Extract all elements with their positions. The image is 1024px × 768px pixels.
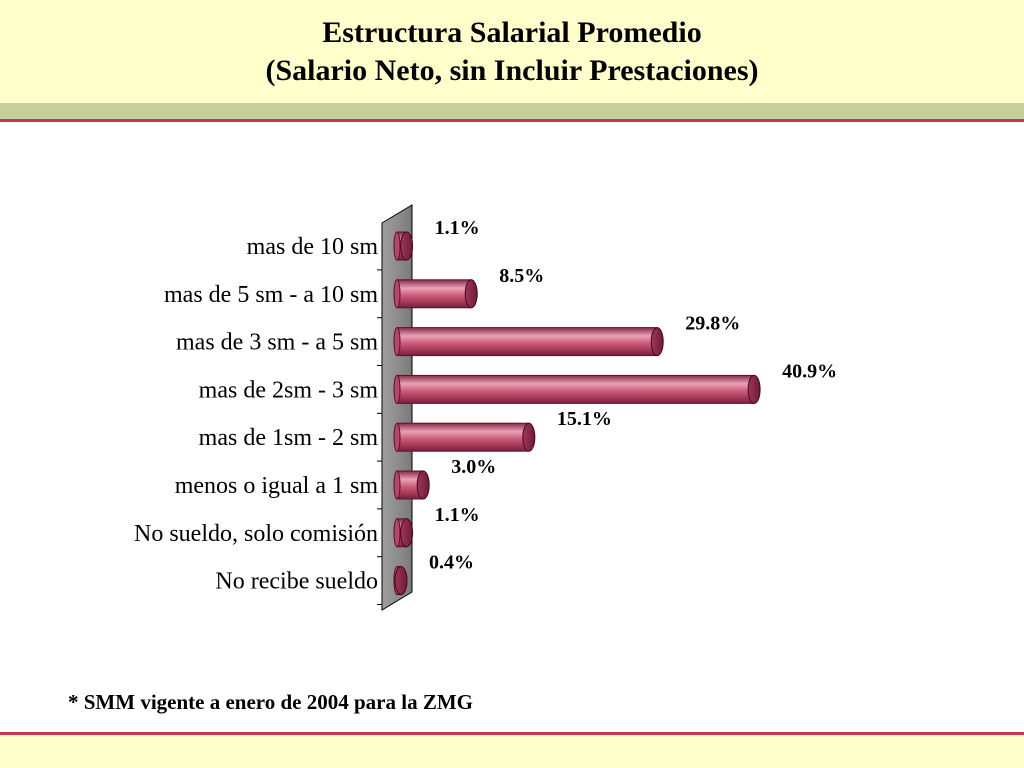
category-label: mas de 5 sm - a 10 sm [164,282,378,308]
bar-end-cap [400,231,414,261]
data-label: 8.5% [499,265,544,287]
bar-start-cap [393,231,401,261]
bar-start-cap [393,279,401,309]
title-line-2: (Salario Neto, sin Incluir Prestaciones) [265,54,759,87]
footer-band [0,735,1024,768]
title-line-1: Estructura Salarial Promedio [322,16,702,49]
data-label: 29.8% [685,313,740,335]
bar-start-cap [393,327,401,357]
bar-end-cap [522,422,536,452]
data-label: 15.1% [557,408,612,430]
bar-end-cap [747,374,761,404]
category-label: No sueldo, solo comisión [134,521,378,547]
bar [396,327,658,357]
data-label: 1.1% [435,504,480,526]
bar-end-cap [394,566,408,596]
category-label: mas de 2sm - 3 sm [199,377,379,403]
bar-end-cap [400,518,414,548]
category-label: mas de 3 sm - a 5 sm [176,330,378,356]
bar-start-cap [393,518,401,548]
bar-end-cap [464,279,478,309]
data-label: 3.0% [451,456,496,478]
bar [396,279,472,309]
header-band [0,0,1024,103]
bar-end-cap [650,327,664,357]
bar [396,374,755,404]
header-stripe [0,103,1024,119]
footnote: * SMM vigente a enero de 2004 para la ZM… [68,690,473,714]
bar-end-cap [416,470,430,500]
data-label: 0.4% [429,552,474,574]
category-label: menos o igual a 1 sm [175,473,379,499]
category-label: No recibe sueldo [215,569,378,595]
data-label: 40.9% [782,360,837,382]
bar-start-cap [393,470,401,500]
bar [396,422,530,452]
data-label: 1.1% [435,217,480,239]
slide-title: Estructura Salarial Promedio (Salario Ne… [0,14,1024,90]
category-label: mas de 1sm - 2 sm [199,425,379,451]
footer-rule [0,732,1024,735]
bar-start-cap [393,422,401,452]
header-rule [0,119,1024,122]
category-label: mas de 10 sm [247,234,379,260]
bar-start-cap [393,374,401,404]
chart-side-wall [381,204,413,611]
